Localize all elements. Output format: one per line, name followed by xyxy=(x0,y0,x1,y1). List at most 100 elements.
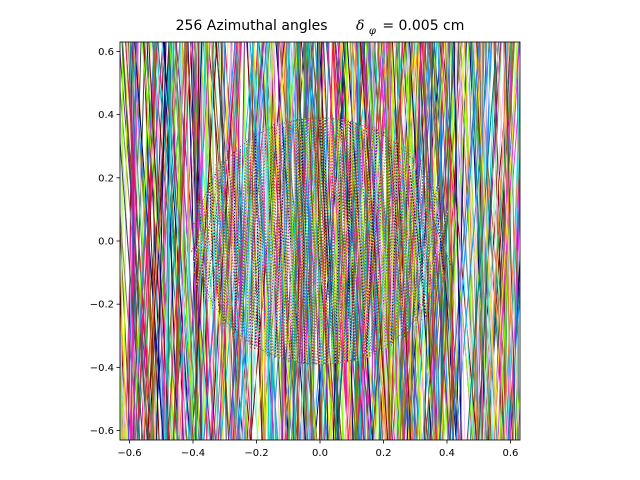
circle-segment xyxy=(271,127,274,355)
circle-segment xyxy=(436,212,445,270)
circle-segment xyxy=(308,118,316,364)
track-line xyxy=(256,42,287,440)
track-line xyxy=(130,42,153,440)
circle-segment xyxy=(362,126,371,356)
track-line xyxy=(290,42,311,440)
circle-segment xyxy=(337,119,349,363)
track-line xyxy=(504,42,517,440)
x-tick-label: −0.6 xyxy=(117,448,141,459)
track-line xyxy=(455,42,466,440)
circle-segment xyxy=(373,130,378,352)
circle-segment xyxy=(415,168,426,314)
circle-segment xyxy=(254,134,261,348)
circle-segment xyxy=(240,143,249,339)
circle-segment xyxy=(293,120,297,362)
circle-segment xyxy=(356,125,371,357)
track-line xyxy=(143,42,160,440)
circle-segment xyxy=(428,190,438,292)
circle-segment xyxy=(433,194,436,288)
track-line xyxy=(400,42,434,440)
circle-segment xyxy=(247,139,251,343)
circle-segment xyxy=(211,166,232,316)
title-subscript: φ xyxy=(369,26,376,37)
circle-segment xyxy=(408,157,414,325)
circle-segment xyxy=(352,122,357,360)
track-line xyxy=(157,42,191,440)
circle-segment xyxy=(414,170,429,312)
track-line xyxy=(249,42,279,440)
track-line xyxy=(486,42,509,440)
track-line xyxy=(432,42,454,440)
track-line xyxy=(332,42,345,440)
circle-segment xyxy=(278,122,290,360)
track-line xyxy=(121,42,148,440)
circle-segment xyxy=(345,122,366,360)
circle-segment xyxy=(414,162,418,320)
circle-segment xyxy=(349,121,355,361)
y-axis: −0.6 −0.4 −0.2 0.0 0.2 0.4 0.6 xyxy=(90,47,120,437)
track-line xyxy=(215,42,241,440)
circle-segment xyxy=(285,121,292,361)
track-line xyxy=(260,42,295,440)
circle-segment xyxy=(378,136,393,346)
title-delta: δ xyxy=(356,18,364,34)
circle-segment xyxy=(352,122,355,360)
circle-segment xyxy=(218,168,221,314)
circle-segment xyxy=(284,121,296,361)
circle-segment xyxy=(349,121,353,361)
y-tick-label: −0.4 xyxy=(90,363,114,374)
track-line xyxy=(497,42,513,440)
circle-segment xyxy=(326,118,338,364)
track-line xyxy=(120,215,131,440)
circle-segment xyxy=(192,216,205,266)
track-line xyxy=(480,42,487,440)
track-line xyxy=(120,207,138,440)
track-line xyxy=(438,42,474,440)
circle-segment xyxy=(213,170,225,312)
track-line xyxy=(172,42,188,440)
circle-segment xyxy=(327,118,343,364)
circle-segment xyxy=(373,131,383,351)
track-line xyxy=(238,42,259,440)
circle-segment xyxy=(432,192,435,290)
circle-segment xyxy=(386,138,390,344)
x-axis: −0.6 −0.4 −0.2 0.0 0.2 0.4 0.6 xyxy=(117,440,518,459)
circle-segment xyxy=(215,167,226,315)
x-tick-label: 0.4 xyxy=(439,448,455,459)
y-tick-label: 0.4 xyxy=(98,110,114,121)
track-line xyxy=(507,288,520,440)
x-tick-label: 0.6 xyxy=(503,448,519,459)
circle-segment xyxy=(361,127,375,355)
circle-segment xyxy=(399,154,417,328)
circle-segment xyxy=(401,149,405,333)
track-line xyxy=(493,42,519,440)
circle-segment xyxy=(249,135,265,347)
circle-segment xyxy=(251,135,261,347)
circle-segment xyxy=(306,117,324,365)
circle-segment xyxy=(253,131,274,351)
circle-segment xyxy=(401,153,413,329)
track-line xyxy=(455,42,491,440)
circle-segment xyxy=(232,144,253,338)
track-line xyxy=(475,42,499,440)
circle-segment xyxy=(287,120,299,362)
circle-segment xyxy=(349,123,368,359)
circle-segment xyxy=(293,119,301,363)
circle-segment xyxy=(303,117,324,365)
track-line xyxy=(127,42,137,440)
track-line xyxy=(228,42,264,440)
x-tick-label: −0.4 xyxy=(181,448,205,459)
circle-segment xyxy=(434,222,450,260)
circle-segments xyxy=(190,117,452,365)
track-line xyxy=(482,42,503,440)
circle-segment xyxy=(265,128,273,354)
circle-segment xyxy=(222,157,236,325)
circle-segment xyxy=(427,182,431,300)
circle-segment xyxy=(250,138,254,344)
circle-segment xyxy=(295,119,302,363)
track-line xyxy=(136,42,158,440)
circle-segment xyxy=(376,132,384,350)
chart-title: 256 Azimuthal angles δ φ = 0.005 cm xyxy=(176,18,465,38)
circle-segment xyxy=(311,117,320,365)
